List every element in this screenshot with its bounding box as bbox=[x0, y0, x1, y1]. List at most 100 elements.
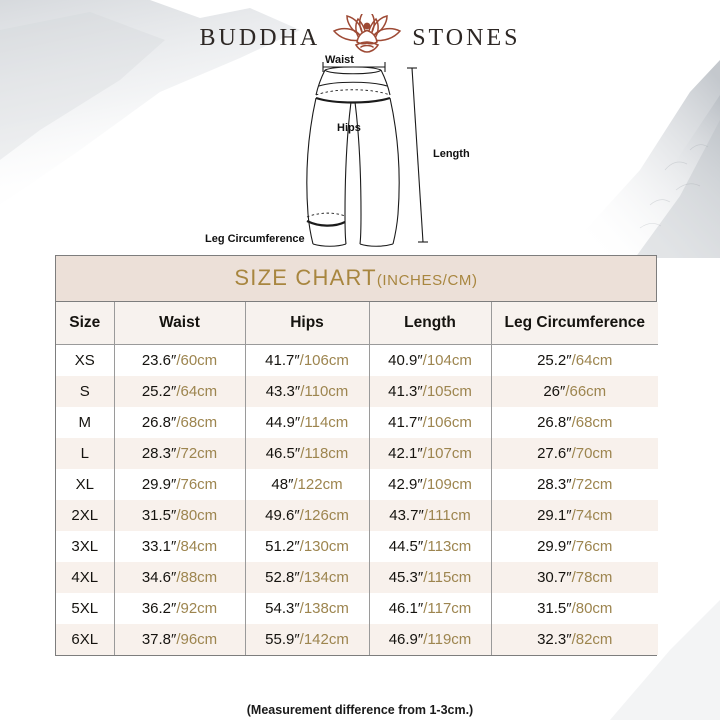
value-centimeters: /82cm bbox=[571, 631, 613, 648]
pants-measurement-diagram: Waist Hips Length Leg Circumference bbox=[195, 54, 495, 254]
cell-size: 5XL bbox=[56, 593, 115, 624]
value-inches: 43.7″ bbox=[389, 507, 424, 524]
value-inches: 23.6″ bbox=[141, 352, 177, 369]
table-row: L 28.3″/72cm 46.5″/118cm 42.1″/107cm 27.6″/7… bbox=[56, 438, 658, 469]
column-header-length: Length bbox=[368, 302, 492, 345]
size-chart-title: SIZE CHART(INCHES/CM) bbox=[56, 256, 656, 302]
size-chart-table-container: SIZE CHART(INCHES/CM) Size Waist Hips Le… bbox=[55, 255, 658, 656]
value-centimeters: /142cm bbox=[299, 631, 349, 648]
cell-length: 45.3″/115cm bbox=[368, 562, 492, 593]
cell-size: XS bbox=[56, 344, 115, 376]
table-row: 6XL 37.8″/96cm 55.9″/142cm 46.9″/119cm 32.3″… bbox=[56, 624, 658, 655]
cell-leg-circumference: 29.9″/76cm bbox=[490, 531, 658, 562]
value-centimeters: /76cm bbox=[571, 538, 613, 555]
table-row: 2XL 31.5″/80cm 49.6″/126cm 43.7″/111cm 29.1″… bbox=[56, 500, 658, 531]
value-centimeters: /104cm bbox=[422, 352, 472, 369]
cell-waist: 37.8″/96cm bbox=[113, 624, 246, 655]
brand-word-right: STONES bbox=[412, 24, 521, 51]
value-inches: 41.7″ bbox=[265, 352, 300, 369]
cell-waist: 31.5″/80cm bbox=[113, 500, 246, 531]
value-inches: 55.9″ bbox=[265, 631, 300, 648]
table-row: 5XL 36.2″/92cm 54.3″/138cm 46.1″/117cm 31.5″… bbox=[56, 593, 658, 624]
value-centimeters: /118cm bbox=[300, 445, 349, 462]
cell-leg-circumference: 31.5″/80cm bbox=[490, 593, 658, 624]
cell-leg-circumference: 29.1″/74cm bbox=[490, 500, 658, 531]
cell-leg-circumference: 28.3″/72cm bbox=[490, 469, 658, 500]
cell-size: M bbox=[56, 407, 115, 438]
value-centimeters: /76cm bbox=[176, 476, 218, 493]
value-centimeters: /138cm bbox=[299, 600, 349, 617]
value-centimeters: /109cm bbox=[422, 476, 472, 493]
cell-length: 46.9″/119cm bbox=[368, 624, 492, 655]
column-header-size: Size bbox=[56, 302, 115, 345]
size-chart-table: Size Waist Hips Length Leg Circumference… bbox=[56, 302, 658, 655]
value-inches: 51.2″ bbox=[265, 538, 300, 555]
cell-length: 44.5″/113cm bbox=[368, 531, 492, 562]
value-centimeters: /105cm bbox=[422, 383, 472, 400]
table-row: S 25.2″/64cm 43.3″/110cm 41.3″/105cm 26″/66c… bbox=[56, 376, 658, 407]
value-centimeters: /114cm bbox=[300, 414, 349, 431]
value-centimeters: /84cm bbox=[176, 538, 218, 555]
cell-waist: 26.8″/68cm bbox=[113, 407, 246, 438]
value-inches: 40.9″ bbox=[388, 352, 423, 369]
cell-length: 41.3″/105cm bbox=[368, 376, 492, 407]
cell-size: 2XL bbox=[56, 500, 115, 531]
cell-size: S bbox=[56, 376, 115, 407]
brand-logo: BUDDHA bbox=[0, 13, 720, 62]
value-inches: 28.3″ bbox=[141, 445, 177, 462]
value-inches: 45.3″ bbox=[388, 569, 424, 586]
value-centimeters: /66cm bbox=[565, 383, 607, 400]
value-inches: 36.2″ bbox=[141, 600, 177, 617]
value-inches: 29.1″ bbox=[537, 507, 572, 524]
value-inches: 41.3″ bbox=[388, 383, 423, 400]
cell-waist: 33.1″/84cm bbox=[113, 531, 246, 562]
value-inches: 44.5″ bbox=[388, 538, 424, 555]
cell-size: L bbox=[56, 438, 115, 469]
value-centimeters: /80cm bbox=[571, 600, 613, 617]
brand-word-left: BUDDHA bbox=[199, 24, 321, 51]
value-centimeters: /68cm bbox=[176, 414, 218, 431]
cell-waist: 25.2″/64cm bbox=[113, 376, 246, 407]
size-chart-title-unit: (INCHES/CM) bbox=[376, 272, 478, 289]
value-inches: 28.3″ bbox=[537, 476, 572, 493]
cell-length: 43.7″/111cm bbox=[368, 500, 492, 531]
table-body: XS 23.6″/60cm 41.7″/106cm 40.9″/104cm 25.2″/… bbox=[56, 344, 658, 655]
cell-hips: 44.9″/114cm bbox=[244, 407, 370, 438]
value-inches: 46.1″ bbox=[388, 600, 424, 617]
value-inches: 26″ bbox=[543, 383, 566, 400]
diagram-label-hips: Hips bbox=[337, 122, 361, 134]
value-centimeters: /111cm bbox=[423, 507, 471, 524]
value-inches: 32.3″ bbox=[537, 631, 572, 648]
cell-size: 4XL bbox=[56, 562, 115, 593]
value-centimeters: /74cm bbox=[571, 507, 613, 524]
value-centimeters: /80cm bbox=[176, 507, 218, 524]
value-inches: 25.2″ bbox=[537, 352, 572, 369]
value-centimeters: /88cm bbox=[176, 569, 218, 586]
lotus-meditation-icon bbox=[328, 13, 406, 62]
cell-hips: 54.3″/138cm bbox=[244, 593, 370, 624]
value-centimeters: /78cm bbox=[571, 569, 613, 586]
value-centimeters: /92cm bbox=[176, 600, 218, 617]
cell-hips: 43.3″/110cm bbox=[244, 376, 370, 407]
cell-hips: 48″/122cm bbox=[244, 469, 370, 500]
cell-hips: 46.5″/118cm bbox=[244, 438, 370, 469]
value-centimeters: /130cm bbox=[299, 538, 349, 555]
cell-length: 42.1″/107cm bbox=[368, 438, 492, 469]
diagram-label-waist: Waist bbox=[325, 54, 354, 66]
diagram-label-leg-circumference: Leg Circumference bbox=[205, 233, 305, 245]
value-inches: 31.5″ bbox=[141, 507, 177, 524]
table-row: 3XL 33.1″/84cm 51.2″/130cm 44.5″/113cm 29.9″… bbox=[56, 531, 658, 562]
cell-waist: 36.2″/92cm bbox=[113, 593, 246, 624]
value-centimeters: /107cm bbox=[422, 445, 472, 462]
cell-hips: 52.8″/134cm bbox=[244, 562, 370, 593]
measurement-footnote: (Measurement difference from 1-3cm.) bbox=[246, 703, 474, 717]
cell-length: 41.7″/106cm bbox=[368, 407, 492, 438]
value-centimeters: /122cm bbox=[293, 476, 343, 493]
value-centimeters: /70cm bbox=[571, 445, 613, 462]
cell-leg-circumference: 26″/66cm bbox=[490, 376, 658, 407]
table-row: XS 23.6″/60cm 41.7″/106cm 40.9″/104cm 25.2″/… bbox=[56, 344, 658, 376]
cell-leg-circumference: 30.7″/78cm bbox=[490, 562, 658, 593]
cell-hips: 51.2″/130cm bbox=[244, 531, 370, 562]
diagram-label-length: Length bbox=[433, 148, 470, 160]
cell-size: 3XL bbox=[56, 531, 115, 562]
